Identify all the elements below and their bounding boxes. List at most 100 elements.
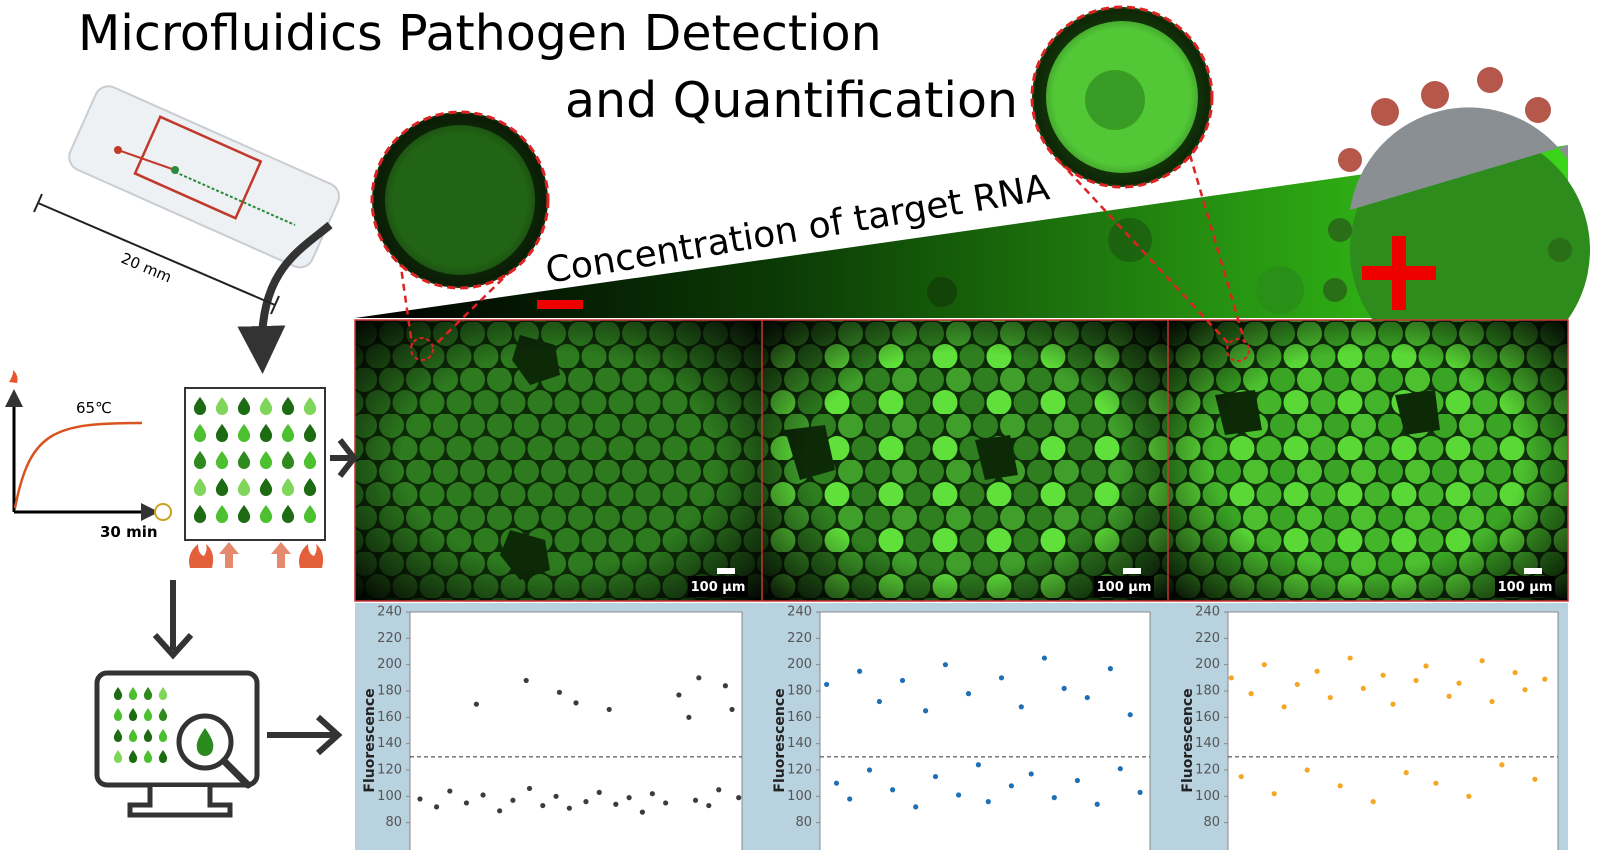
droplet xyxy=(143,729,153,742)
droplet xyxy=(128,729,138,742)
data-point xyxy=(847,796,853,802)
shape xyxy=(1034,9,1210,185)
shape xyxy=(299,544,324,568)
data-point xyxy=(1137,789,1143,795)
data-point xyxy=(1248,691,1254,697)
y-axis-label: Fluorescence xyxy=(1180,688,1196,792)
data-point xyxy=(1413,677,1419,684)
shape: 100 μm 100 μm 100 μm xyxy=(688,568,1555,597)
shape xyxy=(1034,9,1210,185)
shape xyxy=(219,542,239,568)
data-point xyxy=(1479,658,1485,664)
data-point xyxy=(649,791,655,797)
shape xyxy=(1328,218,1352,242)
data-point xyxy=(1018,704,1024,710)
y-tick-label: 160 xyxy=(787,710,812,725)
droplet xyxy=(237,505,251,523)
droplet xyxy=(158,687,168,700)
droplet xyxy=(215,478,229,496)
scale-label: 100 μm xyxy=(1097,580,1152,595)
y-tick-label: 180 xyxy=(1195,684,1220,699)
shape xyxy=(1323,218,1572,302)
data-point xyxy=(556,689,563,695)
droplet xyxy=(259,478,273,496)
data-point xyxy=(473,701,479,707)
y-tick-label: 120 xyxy=(1195,763,1220,778)
title-line: Microfluidics Pathogen Detection xyxy=(78,5,882,62)
data-point xyxy=(1238,773,1244,780)
y-tick-label: 180 xyxy=(377,684,402,699)
droplet xyxy=(215,451,229,469)
y-tick-label: 240 xyxy=(787,605,812,620)
data-point xyxy=(1347,655,1353,661)
y-tick-label: 200 xyxy=(787,657,812,672)
droplet xyxy=(281,505,295,523)
shape xyxy=(1188,154,1247,344)
data-point xyxy=(866,767,873,773)
data-point xyxy=(1542,676,1548,682)
y-tick-label: 100 xyxy=(1195,789,1220,804)
data-point xyxy=(1028,771,1034,777)
droplet xyxy=(281,451,295,469)
data-point xyxy=(553,793,559,799)
micrograph-panels xyxy=(354,319,1569,602)
shape xyxy=(1338,67,1551,172)
data-point xyxy=(1337,783,1343,789)
data-point xyxy=(1456,680,1462,686)
data-point xyxy=(1051,795,1057,801)
shape xyxy=(762,320,1168,601)
chip-device xyxy=(33,85,340,374)
data-point xyxy=(736,795,742,801)
data-point xyxy=(573,700,579,706)
droplet xyxy=(303,478,317,496)
data-point xyxy=(596,789,602,795)
droplet xyxy=(237,397,251,415)
y-tick-label: 120 xyxy=(787,763,812,778)
minus-sign xyxy=(537,300,583,309)
droplet xyxy=(259,505,273,523)
data-point xyxy=(942,662,949,668)
plot-area xyxy=(409,611,743,850)
droplet xyxy=(113,687,123,700)
data-point xyxy=(985,799,991,805)
data-point xyxy=(497,808,503,814)
droplet xyxy=(113,729,123,742)
y-tick-label: 140 xyxy=(787,736,812,751)
y-tick-label: 220 xyxy=(377,631,402,646)
data-point xyxy=(1074,777,1080,784)
y-tick-label: 220 xyxy=(1195,631,1220,646)
droplet xyxy=(193,451,207,469)
y-axis-label: Fluorescence xyxy=(772,688,788,792)
shape xyxy=(113,687,168,763)
droplet xyxy=(113,708,123,721)
scale-bar xyxy=(1524,568,1542,574)
droplet xyxy=(143,708,153,721)
data-point xyxy=(1466,793,1472,799)
droplet xyxy=(193,397,207,415)
data-point xyxy=(696,675,702,681)
shape xyxy=(1371,98,1399,126)
device-scale-label: 20 mm xyxy=(118,249,174,286)
droplet xyxy=(259,424,273,442)
data-point xyxy=(1390,701,1396,707)
shape xyxy=(127,787,233,818)
droplet xyxy=(237,478,251,496)
scale-bar xyxy=(1123,568,1141,574)
heating-plot xyxy=(5,370,172,521)
shape xyxy=(114,146,122,154)
shape xyxy=(174,171,296,226)
droplet xyxy=(215,397,229,415)
y-tick-label: 240 xyxy=(377,605,402,620)
y-tick-label: 240 xyxy=(1195,605,1220,620)
data-point xyxy=(1423,663,1429,669)
data-point xyxy=(1327,694,1333,701)
droplet xyxy=(237,451,251,469)
data-point xyxy=(1370,799,1376,805)
scale-box xyxy=(1094,576,1154,597)
shape xyxy=(271,542,291,568)
plot-area xyxy=(819,611,1151,850)
droplet xyxy=(215,424,229,442)
data-point xyxy=(975,762,982,768)
shape xyxy=(189,544,214,568)
data-point xyxy=(857,668,863,674)
